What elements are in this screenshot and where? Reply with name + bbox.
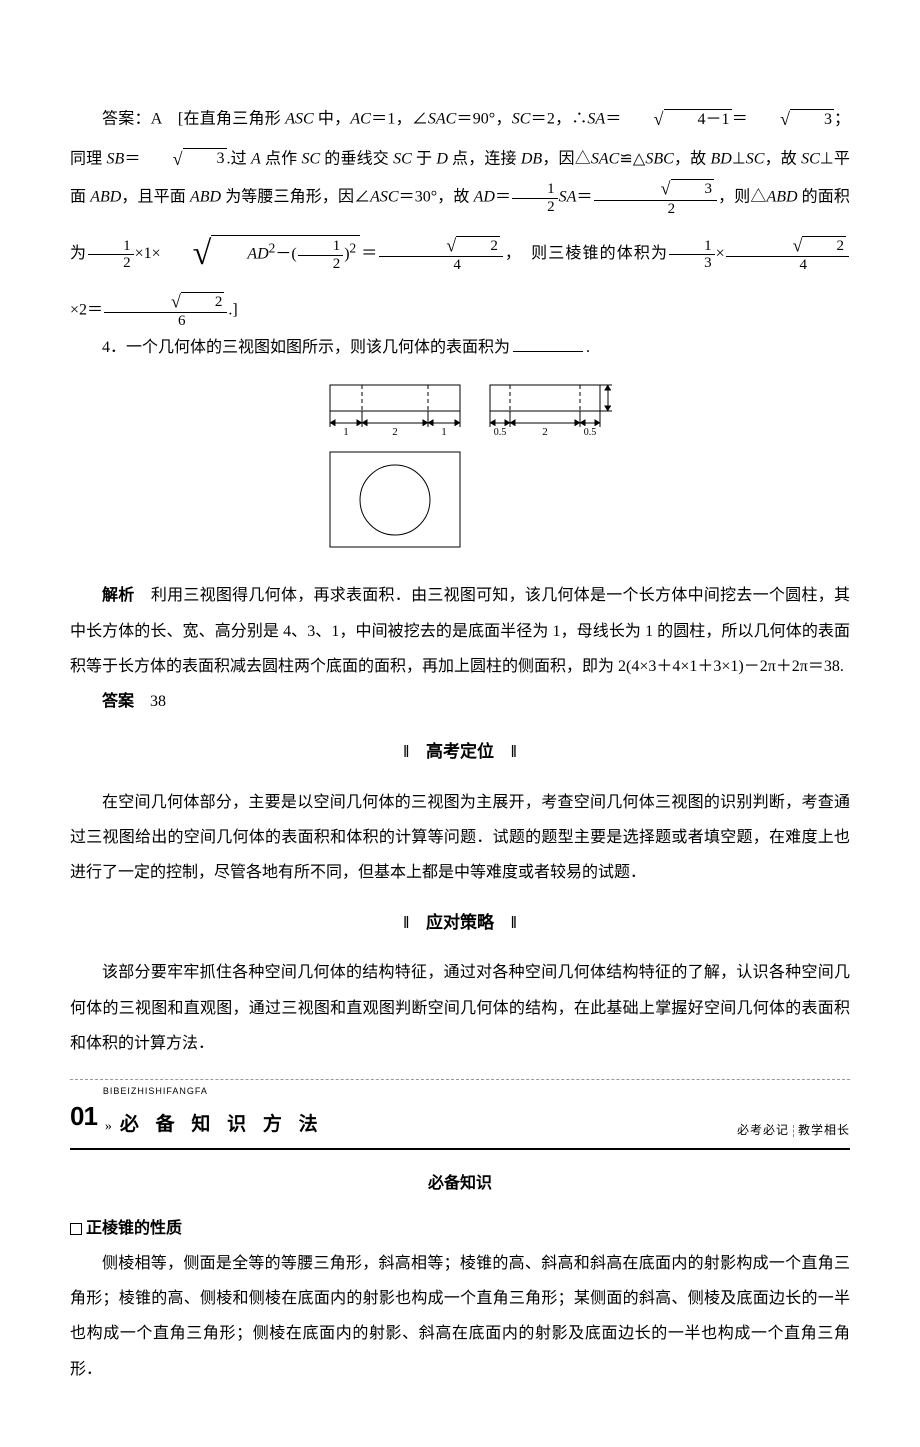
question-4: 4．一个几何体的三视图如图所示，则该几何体的表面积为. xyxy=(70,330,850,365)
header-right-2: 教学相长 xyxy=(798,1123,850,1137)
figure-svg: 1 2 1 xyxy=(300,377,620,557)
t: SAC xyxy=(428,110,456,127)
jiexi-body: 利用三视图得几何体，再求表面积．由三视图可知，该几何体是一个长方体中间挖去一个圆… xyxy=(70,587,850,674)
t: ＝ xyxy=(360,245,378,262)
t: ＝ xyxy=(495,189,511,206)
t: 点作 xyxy=(261,150,302,167)
t: ， 则三棱锥的体积为 xyxy=(504,245,668,262)
t: SC xyxy=(393,150,412,167)
frac-root2-4: √24 xyxy=(379,236,502,274)
frac-third: 13 xyxy=(669,238,715,272)
t: ABD xyxy=(766,189,797,206)
jiexi-paragraph: 解析 利用三视图得几何体，再求表面积．由三视图可知，该几何体是一个长方体中间挖去… xyxy=(70,578,850,684)
answer-para-1: 答案：A [在直角三角形 ASC 中，AC＝1，∠SAC＝90°，SC＝2，∴S… xyxy=(70,100,850,330)
bibei-subtitle: 必备知识 xyxy=(70,1166,850,1201)
t: .过 xyxy=(227,150,252,167)
t: ABD xyxy=(190,189,221,206)
header-title: 必 备 知 识 方 法 xyxy=(120,1114,324,1135)
svg-text:0.5: 0.5 xyxy=(584,427,597,438)
frac-half: 12 xyxy=(512,181,558,215)
t: SBC xyxy=(645,150,673,167)
svg-text:2: 2 xyxy=(392,426,398,438)
svg-text:2: 2 xyxy=(542,426,548,438)
t: ＝90°， xyxy=(456,110,511,127)
daan-label: 答案 xyxy=(102,693,134,710)
frac-half-b: 12 xyxy=(88,238,134,272)
blank-fill xyxy=(513,351,583,352)
t: SC xyxy=(801,150,820,167)
t: BD xyxy=(711,150,732,167)
t: ，故 xyxy=(674,150,711,167)
sqrt-4-1: √4－1 xyxy=(622,100,732,140)
svg-text:1: 1 xyxy=(343,426,349,438)
t: AD xyxy=(474,189,495,206)
t: ×1× xyxy=(135,245,161,262)
sqrt-3a: √3 xyxy=(748,100,834,140)
t: ＝1，∠ xyxy=(371,110,428,127)
daan-value: 38 xyxy=(134,693,166,710)
daan-line: 答案 38 xyxy=(70,684,850,719)
t: SC xyxy=(301,150,320,167)
t: ＝30°，故 xyxy=(399,189,474,206)
yingdui-paragraph: 该部分要牢牢抓住各种空间几何体的结构特征，通过对各种空间几何体结构特征的了解，认… xyxy=(70,955,850,1061)
t: SC xyxy=(746,150,765,167)
method-header: 01 BIBEIZHISHIFANGFA » 必 备 知 识 方 法 必考必记教… xyxy=(70,1079,850,1150)
chevron-icon: » xyxy=(105,1119,112,1134)
t: ＝2，∴ xyxy=(530,110,587,127)
t: ABD xyxy=(90,189,121,206)
t: × xyxy=(716,245,725,262)
sqrt-3b: √3 xyxy=(141,140,227,180)
t: SA xyxy=(559,189,577,206)
header-right-1: 必考必记 xyxy=(737,1123,789,1137)
zheng-paragraph: 侧棱相等，侧面是全等的等腰三角形，斜高相等；棱锥的高、斜高和斜高在底面内的射影构… xyxy=(70,1246,850,1387)
t: 答案：A [在直角三角形 xyxy=(102,110,285,127)
three-view-figure: 1 2 1 xyxy=(70,377,850,570)
t: ≌△ xyxy=(619,150,645,167)
frac-root2-6: √26 xyxy=(104,292,227,330)
header-pinyin: BIBEIZHISHIFANGFA xyxy=(103,1082,324,1102)
t: ，因△ xyxy=(542,150,591,167)
t: ＝ xyxy=(124,150,140,167)
t: ASC xyxy=(370,189,398,206)
t: DB xyxy=(521,150,542,167)
section-yingdui-title: ‖ 应对策略 ‖ xyxy=(70,904,850,941)
t: 中， xyxy=(314,110,351,127)
header-num: 01 xyxy=(70,1088,97,1145)
t: 点，连接 xyxy=(448,150,521,167)
t: SC xyxy=(512,110,531,127)
t: ＝ xyxy=(732,110,749,127)
t: ＝ xyxy=(576,189,592,206)
t: SA xyxy=(587,110,605,127)
t: 于 xyxy=(412,150,437,167)
t: SB xyxy=(107,150,125,167)
zheng-head: 正棱锥的性质 xyxy=(70,1211,850,1246)
t: SAC xyxy=(591,150,619,167)
t: ，则△ xyxy=(718,189,766,206)
t: D xyxy=(436,150,448,167)
t: ，且平面 xyxy=(121,189,190,206)
t: 为等腰三角形，因∠ xyxy=(221,189,370,206)
t: ×2＝ xyxy=(70,302,103,319)
t: A xyxy=(251,150,261,167)
frac-root3-2: √32 xyxy=(594,179,717,217)
t: AC xyxy=(350,110,370,127)
header-right: 必考必记教学相长 xyxy=(737,1117,850,1145)
big-sqrt: √AD2－(12)2 xyxy=(161,217,361,292)
zheng-head-text: 正棱锥的性质 xyxy=(86,1220,182,1237)
t: ASC xyxy=(285,110,313,127)
t: .] xyxy=(228,302,237,319)
t: ，故 xyxy=(764,150,801,167)
q4-end: . xyxy=(586,339,590,356)
section-gaokao-title: ‖ 高考定位 ‖ xyxy=(70,733,850,770)
svg-text:0.5: 0.5 xyxy=(494,427,507,438)
bullet-icon xyxy=(70,1223,82,1235)
frac-root2-4b: √24 xyxy=(726,236,849,274)
t: ＝ xyxy=(605,110,622,127)
t: 的垂线交 xyxy=(320,150,393,167)
gaokao-paragraph: 在空间几何体部分，主要是以空间几何体的三视图为主展开，考查空间几何体三视图的识别… xyxy=(70,785,850,891)
svg-text:1: 1 xyxy=(441,426,447,438)
q4-text: 4．一个几何体的三视图如图所示，则该几何体的表面积为 xyxy=(102,339,510,356)
t: ⊥ xyxy=(732,150,746,167)
jiexi-label: 解析 xyxy=(102,587,135,604)
